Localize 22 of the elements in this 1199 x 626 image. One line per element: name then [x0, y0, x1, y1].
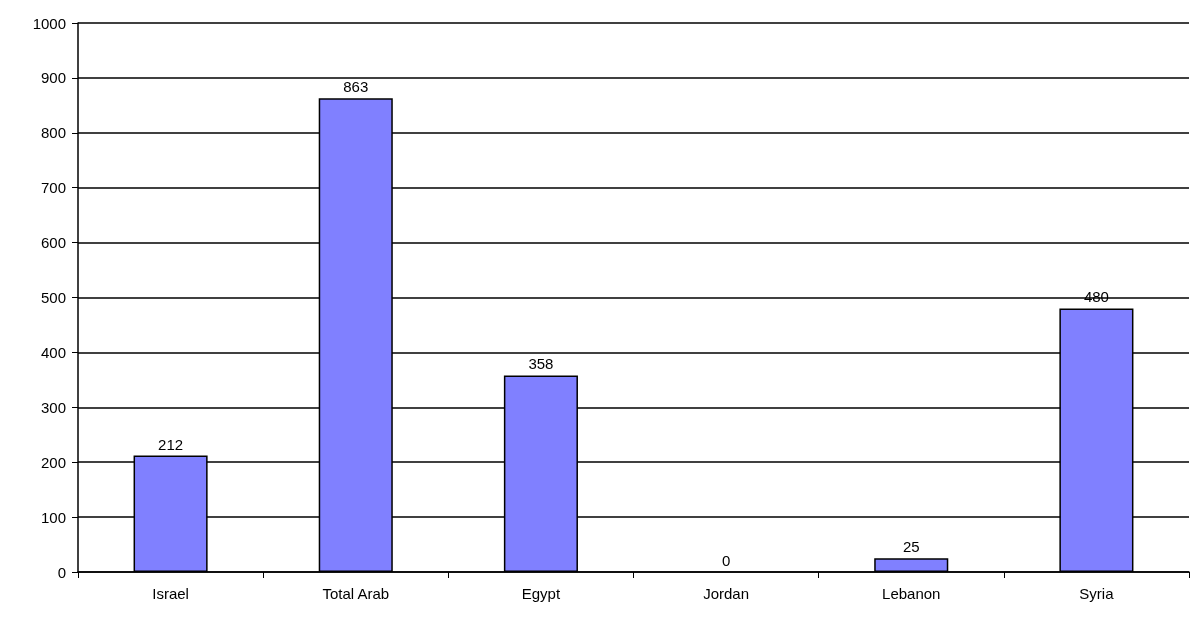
x-tick-label: Syria	[1079, 585, 1115, 602]
y-tick-label: 1000	[32, 14, 66, 32]
y-tick-label: 700	[40, 179, 66, 197]
y-tick-label: 300	[40, 398, 66, 416]
x-tick-label: Lebanon	[882, 585, 941, 602]
y-tick-label: 600	[40, 234, 66, 252]
x-tick-label: Israel	[152, 585, 189, 602]
x-tick-label: Total Arab	[322, 585, 390, 602]
y-tick-label: 100	[40, 508, 66, 526]
data-label: 25	[902, 538, 920, 556]
x-tick-label: Jordan	[703, 585, 750, 602]
y-tick-label: 900	[40, 69, 66, 87]
x-tick-label: Egypt	[521, 585, 561, 602]
y-tick-label: 800	[40, 124, 66, 142]
data-label: 212	[158, 435, 184, 453]
data-label: 0	[721, 552, 731, 569]
y-tick-label: 500	[40, 289, 66, 306]
y-tick-label: 0	[57, 563, 66, 581]
y-tick-label: 400	[40, 343, 66, 361]
y-tick-label: 200	[40, 453, 66, 471]
data-label: 863	[343, 78, 369, 96]
data-label: 358	[528, 355, 554, 373]
